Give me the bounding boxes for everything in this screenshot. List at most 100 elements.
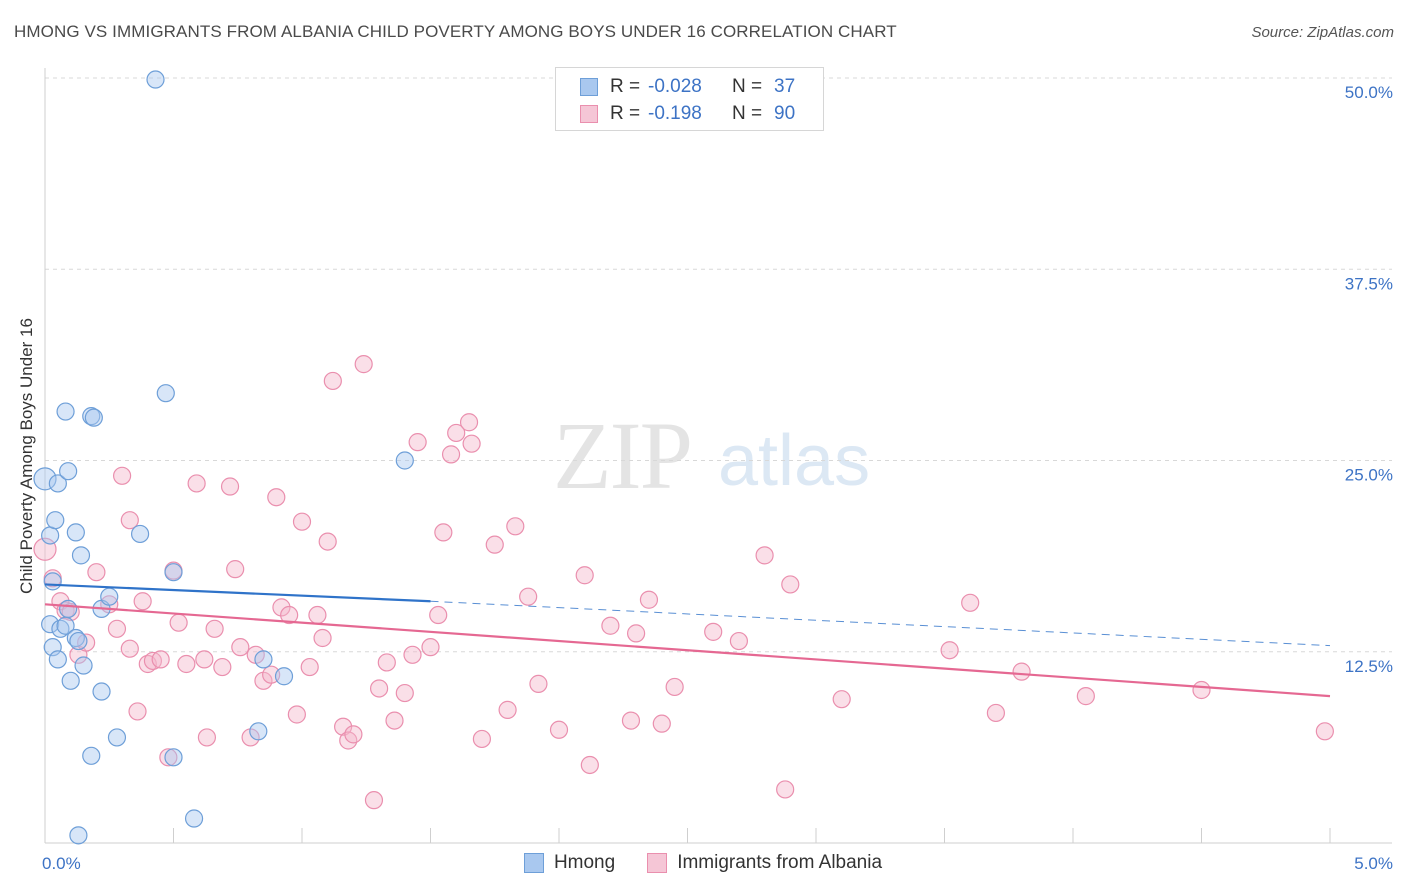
data-point: [287, 705, 306, 724]
data-point: [781, 575, 800, 594]
data-point: [74, 656, 93, 675]
watermark-zip: ZIP: [553, 402, 693, 509]
data-point: [33, 467, 57, 491]
data-point: [51, 619, 70, 638]
data-point: [46, 511, 65, 530]
data-point: [429, 605, 448, 625]
data-point: [1012, 662, 1031, 681]
albania-swatch: [647, 853, 668, 873]
data-point: [231, 638, 250, 657]
x-tick-label: 5.0%: [1354, 854, 1393, 873]
data-point: [421, 638, 440, 657]
data-point: [498, 700, 517, 719]
data-point: [267, 488, 286, 507]
legend-item-albania[interactable]: Immigrants from Albania: [647, 852, 882, 874]
data-point: [704, 622, 723, 641]
data-point: [621, 711, 641, 730]
data-point: [832, 690, 851, 709]
data-point: [112, 466, 132, 485]
y-tick-label: 37.5%: [1345, 274, 1393, 293]
legend-item-hmong[interactable]: Hmong: [523, 852, 616, 874]
data-point: [575, 566, 594, 585]
albania-points: [33, 355, 1334, 810]
data-point: [308, 605, 327, 625]
data-point: [403, 645, 422, 664]
data-point: [107, 728, 127, 747]
data-point: [300, 657, 319, 677]
data-point: [187, 474, 206, 493]
hmong-trend-line: [44, 583, 431, 603]
data-point: [1192, 680, 1211, 700]
data-point: [87, 563, 106, 582]
data-point: [354, 355, 373, 374]
data-point: [961, 593, 980, 612]
data-point: [205, 619, 224, 638]
data-point: [61, 602, 80, 622]
data-point: [59, 599, 78, 619]
r-value: -0.198: [648, 103, 702, 124]
data-point: [213, 657, 232, 677]
data-point: [364, 791, 384, 810]
data-point: [459, 413, 479, 432]
data-point: [385, 711, 404, 730]
data-point: [146, 70, 165, 89]
r-label: R =: [610, 103, 641, 124]
data-point: [665, 677, 684, 697]
hmong-points: [33, 70, 414, 845]
data-point: [41, 615, 60, 634]
n-value: 37: [774, 76, 796, 97]
data-point: [48, 474, 67, 493]
data-point: [272, 598, 291, 617]
source-credit: Source: ZipAtlas.com: [1251, 24, 1394, 41]
data-point: [41, 526, 60, 545]
data-point: [639, 590, 659, 609]
albania-swatch: [580, 105, 598, 123]
data-point: [128, 702, 147, 721]
data-point: [580, 755, 599, 775]
axes: [44, 68, 1392, 844]
data-point: [755, 546, 774, 565]
data-point: [729, 631, 749, 651]
data-point: [274, 667, 294, 686]
legend-row-hmong: R = -0.028 N = 37: [580, 74, 795, 100]
data-point: [519, 587, 538, 606]
data-point: [69, 826, 88, 845]
legend-row-albania: R = -0.198 N = 90: [580, 101, 795, 127]
data-point: [164, 563, 183, 582]
data-point: [100, 587, 119, 606]
data-point: [156, 384, 175, 403]
n-label: N =: [732, 103, 763, 124]
n-value: 90: [774, 103, 796, 124]
data-point: [130, 524, 150, 544]
correlation-legend: R = -0.028 N = 37 R = -0.198 N = 90: [555, 67, 824, 131]
data-point: [506, 517, 525, 536]
y-tick-label: 50.0%: [1345, 83, 1393, 102]
data-point: [249, 722, 268, 741]
data-point: [69, 631, 88, 651]
data-point: [313, 628, 332, 648]
data-point: [472, 729, 491, 749]
data-point: [120, 639, 139, 658]
data-point: [48, 650, 67, 669]
data-point: [601, 616, 620, 635]
data-point: [107, 619, 127, 638]
hmong-trend-extension: [430, 600, 1331, 647]
data-point: [59, 462, 78, 481]
data-point: [441, 445, 461, 464]
hmong-swatch: [523, 853, 544, 873]
legend-label-albania: Immigrants from Albania: [677, 852, 883, 873]
data-point: [164, 748, 183, 767]
data-point: [485, 535, 504, 554]
r-value: -0.028: [648, 76, 702, 97]
data-point: [82, 746, 101, 765]
data-point: [177, 654, 196, 674]
data-point: [56, 402, 75, 421]
legend-label-hmong: Hmong: [553, 852, 616, 873]
x-tick-label: 0.0%: [42, 854, 81, 873]
data-point: [408, 433, 427, 452]
data-point: [1076, 687, 1095, 706]
data-point: [652, 714, 671, 733]
y-axis-title: Child Poverty Among Boys Under 16: [17, 318, 36, 594]
r-label: R =: [610, 76, 641, 97]
